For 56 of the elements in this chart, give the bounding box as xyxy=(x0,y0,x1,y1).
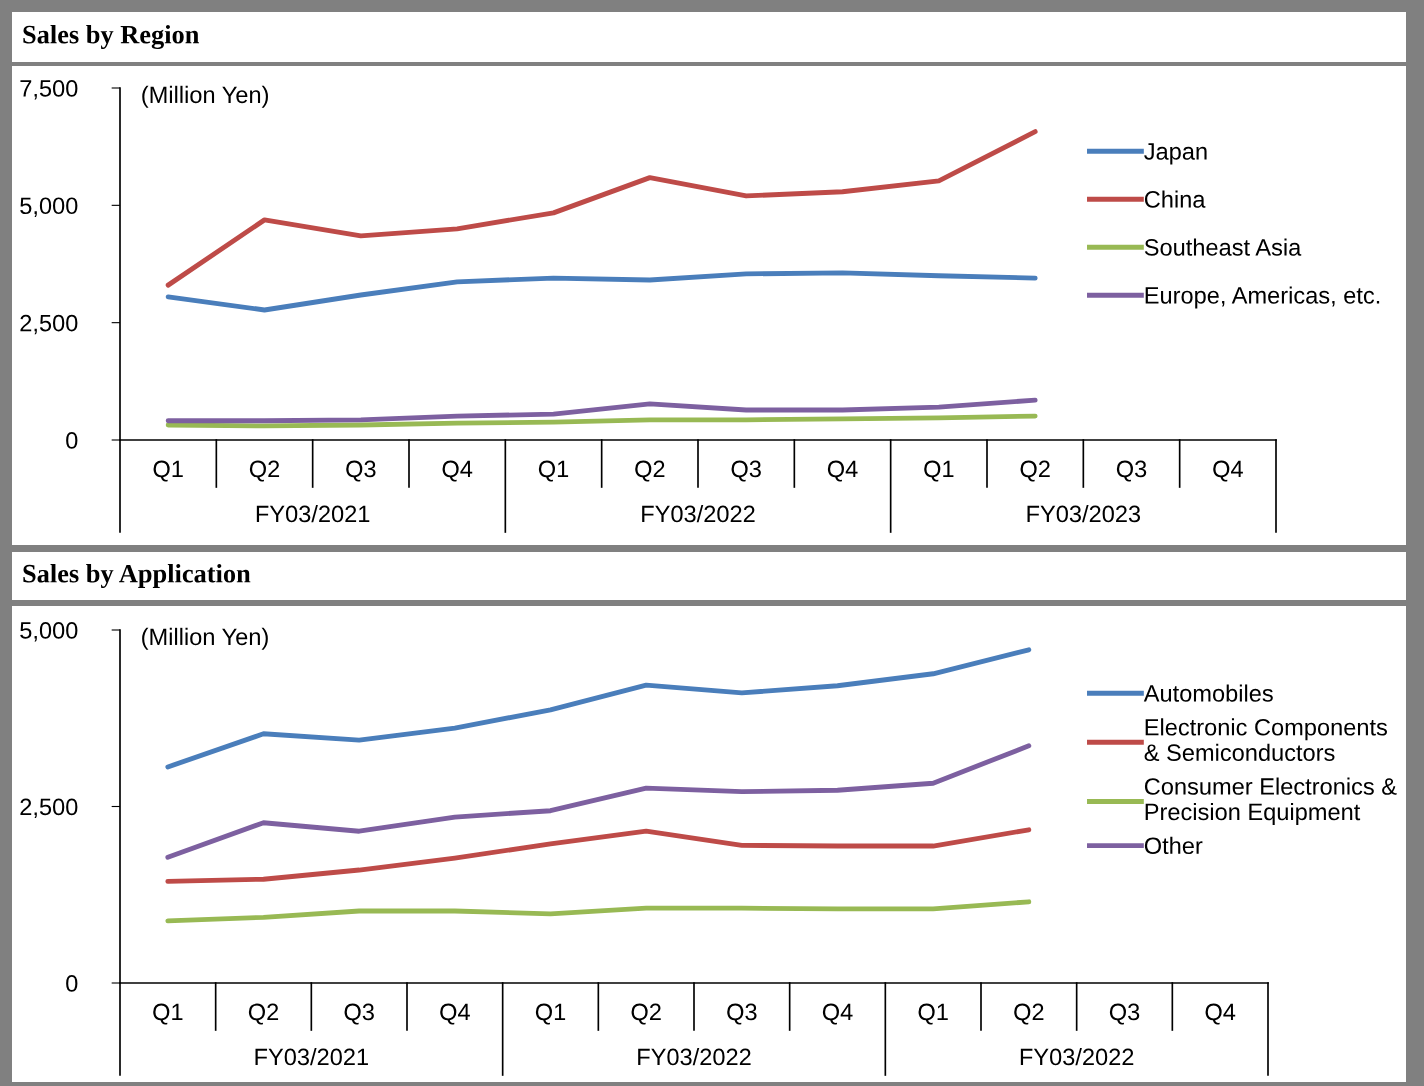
legend-label: Japan xyxy=(1144,143,1207,165)
x-tick-label: Q3 xyxy=(344,1003,374,1025)
x-tick-label: Q1 xyxy=(538,460,569,482)
line-series xyxy=(165,397,1038,424)
x-tick-label: Q4 xyxy=(1205,1003,1236,1025)
line-series xyxy=(165,413,1038,429)
y-tick-label: 2,500 xyxy=(20,314,78,335)
legend-label: Automobiles xyxy=(1143,684,1273,702)
text: FY03/2022 xyxy=(1020,1047,1134,1066)
x-tick-label: Q1 xyxy=(924,460,954,482)
x-tick-label: Q4 xyxy=(440,1003,470,1025)
line-series xyxy=(165,827,1032,884)
y-axis-title: (Million Yen) xyxy=(142,627,268,650)
text: FY03/2022 xyxy=(638,1047,751,1066)
line-series xyxy=(165,270,1038,313)
line-series xyxy=(165,743,1032,860)
x-tick-label: Q1 xyxy=(918,1003,948,1025)
x-tick-label: Q3 xyxy=(731,460,761,482)
y-tick-label: 5,000 xyxy=(20,197,78,217)
legend-label: Other xyxy=(1144,836,1203,855)
x-tick-label: Q4 xyxy=(1213,460,1243,482)
y-axis-title: (Million Yen) xyxy=(142,85,268,108)
x-tick-label: Q1 xyxy=(153,460,183,482)
y-tick-label: 0 xyxy=(66,975,78,992)
y-tick-label: 5,000 xyxy=(20,622,78,642)
x-tick-label: Q2 xyxy=(248,1003,279,1025)
text: FY03/2021 xyxy=(255,1047,368,1066)
y-tick-label: 2,500 xyxy=(20,798,78,819)
x-tick-label: Q1 xyxy=(153,1003,183,1025)
line-series xyxy=(165,129,1038,288)
chart-title: Sales by Application xyxy=(23,564,251,588)
chart-title: Sales by Region xyxy=(23,24,200,50)
x-tick-label: Q2 xyxy=(1014,1003,1044,1025)
text: FY03/2023 xyxy=(1027,505,1141,523)
legend-label: Consumer Electronics & Precision Equipment xyxy=(1144,777,1397,825)
x-tick-label: Q4 xyxy=(827,460,858,482)
y-tick-label: 7,500 xyxy=(20,80,78,100)
x-tick-label: Q3 xyxy=(1109,1003,1140,1025)
text: FY03/2022 xyxy=(642,505,755,523)
legend-label: Southeast Asia xyxy=(1144,238,1302,256)
x-tick-label: Q2 xyxy=(249,460,280,482)
x-tick-label: Q4 xyxy=(442,460,473,482)
x-tick-label: Q3 xyxy=(727,1003,757,1025)
y-tick-label: 0 xyxy=(66,432,78,449)
x-tick-label: Q2 xyxy=(631,1003,661,1025)
x-tick-label: Q1 xyxy=(535,1003,566,1025)
legend-label: Electronic Components & Semiconductors xyxy=(1144,718,1387,762)
x-tick-label: Q2 xyxy=(1020,460,1050,482)
x-tick-label: Q2 xyxy=(635,460,665,482)
x-tick-label: Q3 xyxy=(1116,460,1147,482)
line-series xyxy=(165,899,1032,924)
text: FY03/2021 xyxy=(256,505,370,523)
legend-label: China xyxy=(1144,190,1206,208)
legend-label: Europe, Americas, etc. xyxy=(1145,286,1380,309)
x-tick-label: Q3 xyxy=(346,460,376,482)
x-tick-label: Q4 xyxy=(822,1003,853,1025)
